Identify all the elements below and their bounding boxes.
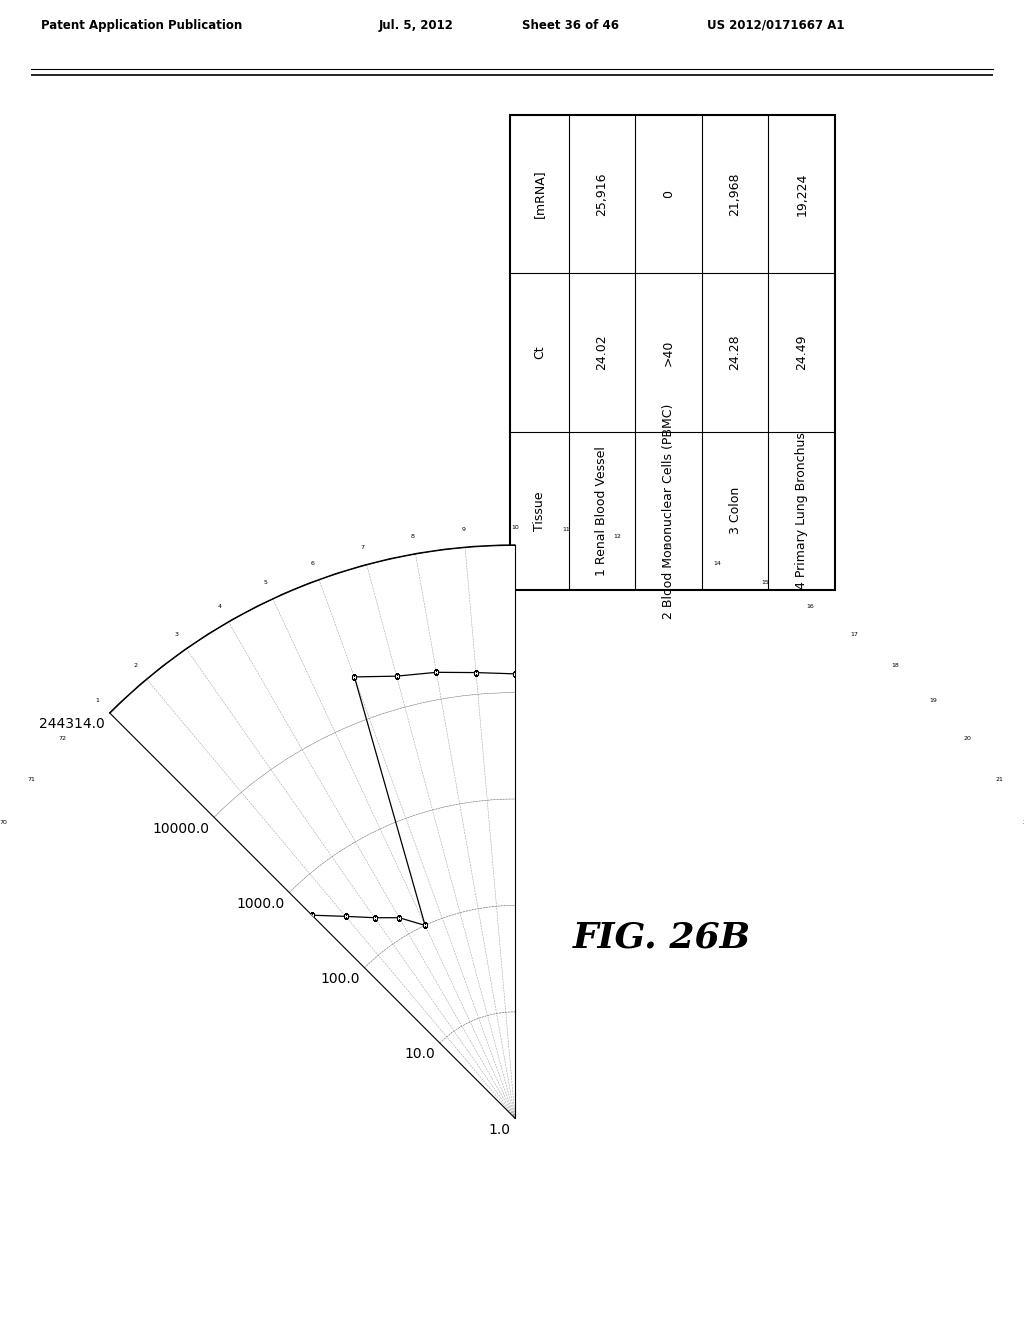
Text: 3 Colon: 3 Colon bbox=[728, 487, 741, 535]
Text: 21,968: 21,968 bbox=[728, 173, 741, 216]
Text: [mRNA]: [mRNA] bbox=[532, 170, 546, 219]
Text: Ct: Ct bbox=[532, 346, 546, 359]
Text: 25,916: 25,916 bbox=[595, 173, 608, 216]
Text: 0: 0 bbox=[662, 190, 675, 198]
Text: Jul. 5, 2012: Jul. 5, 2012 bbox=[379, 18, 454, 32]
Text: Tissue: Tissue bbox=[532, 491, 546, 531]
Text: US 2012/0171667 A1: US 2012/0171667 A1 bbox=[707, 18, 844, 32]
Text: 2 Blood Mononuclear Cells (PBMC): 2 Blood Mononuclear Cells (PBMC) bbox=[662, 403, 675, 619]
Text: 19,224: 19,224 bbox=[796, 173, 808, 216]
Text: 24.28: 24.28 bbox=[728, 335, 741, 371]
Text: 24.02: 24.02 bbox=[595, 335, 608, 371]
Text: FIG. 26B: FIG. 26B bbox=[572, 920, 751, 954]
Text: 4 Primary Lung Bronchus: 4 Primary Lung Bronchus bbox=[796, 433, 808, 589]
Text: Patent Application Publication: Patent Application Publication bbox=[41, 18, 243, 32]
Text: 1 Renal Blood Vessel: 1 Renal Blood Vessel bbox=[595, 446, 608, 576]
Text: 24.49: 24.49 bbox=[796, 335, 808, 370]
Text: >40: >40 bbox=[662, 339, 675, 366]
Text: Sheet 36 of 46: Sheet 36 of 46 bbox=[522, 18, 620, 32]
